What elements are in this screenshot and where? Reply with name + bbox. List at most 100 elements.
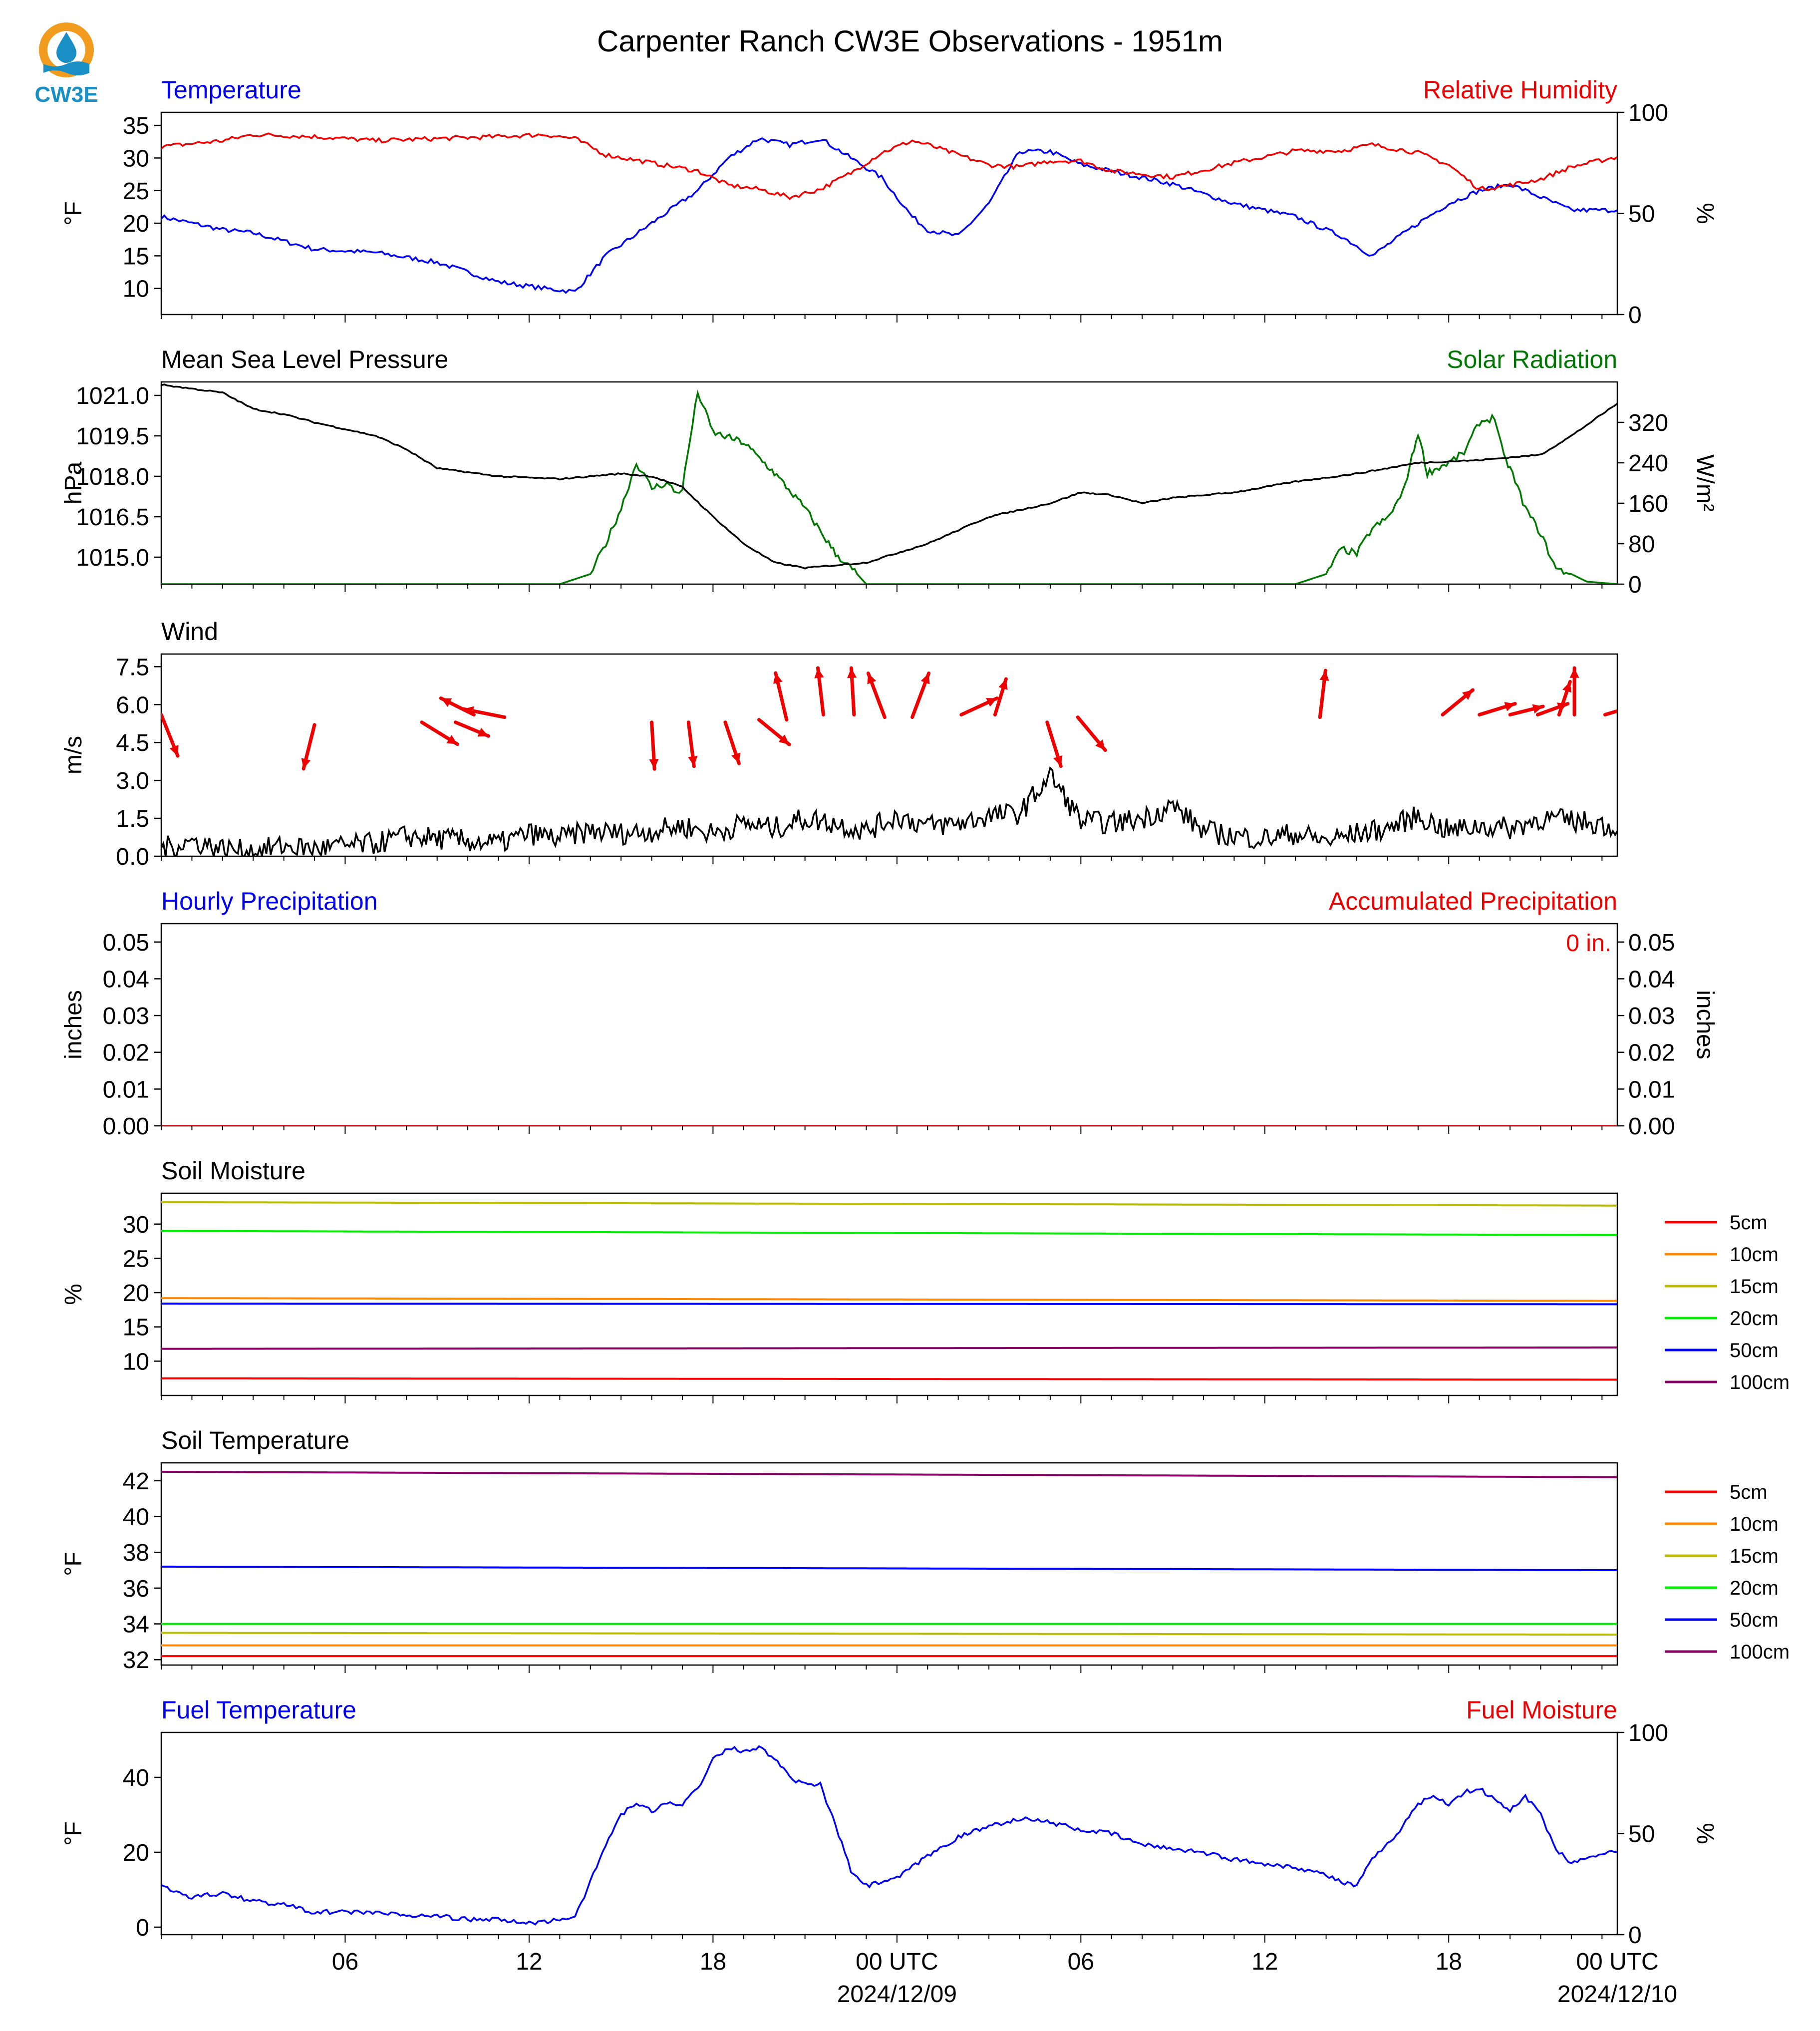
soil_temperature-50cm-series	[161, 1565, 1617, 1571]
precip-ytick-right-label: 0.01	[1628, 1076, 1675, 1103]
precip-ytick-right-label: 0.02	[1628, 1040, 1675, 1066]
wind-frame	[160, 653, 1618, 857]
fuel-ytick-right-label: 100	[1628, 1720, 1668, 1746]
wind-arrow	[993, 677, 1008, 716]
temp_rh-ytick-label: 35	[123, 113, 149, 139]
soil_moisture-15cm-series	[161, 1201, 1617, 1207]
legend-item: 10cm	[1665, 1513, 1779, 1535]
fuel-title-right: Fuel Moisture	[1466, 1696, 1617, 1724]
figure-title: Carpenter Ranch CW3E Observations - 1951…	[597, 24, 1223, 58]
temp_rh-ytick-right-label: 100	[1628, 100, 1668, 126]
x-tick-label: 12	[516, 1949, 542, 1975]
legend-label: 50cm	[1730, 1340, 1779, 1361]
precip-panel: Hourly Precipitation Accumulated Precipit…	[60, 887, 1718, 1140]
pressure_solar-ytick-right-label: 240	[1628, 450, 1668, 477]
wind-ylabel: m/s	[60, 736, 87, 774]
legend-item: 5cm	[1665, 1481, 1768, 1503]
temp_rh-frame	[160, 111, 1618, 316]
wind-title-left: Wind	[161, 618, 218, 646]
soil_temperature-ylabel: °F	[60, 1552, 87, 1576]
wind-arrow	[1603, 709, 1617, 716]
fuel-temperature-series	[161, 1745, 1617, 1926]
x-tick-label: 00 UTC	[856, 1949, 938, 1975]
soil_temperature-ytick-label: 32	[123, 1647, 149, 1674]
fuel-ylabel: °F	[60, 1821, 87, 1846]
temp_rh-ytick-label: 20	[123, 211, 149, 237]
soil_moisture-5cm-series	[161, 1377, 1617, 1381]
precip-ylabel: inches	[60, 990, 87, 1059]
temp_rh-ytick-right-label: 50	[1628, 201, 1655, 228]
precip-title-left: Hourly Precipitation	[161, 887, 378, 915]
soil_moisture-ytick-label: 30	[123, 1212, 149, 1238]
legend-item: 50cm	[1665, 1340, 1779, 1361]
soil_moisture-title-left: Soil Moisture	[161, 1157, 305, 1185]
precip-ylabel-right: inches	[1692, 990, 1718, 1059]
precip-ytick-right-label: 0.05	[1628, 930, 1675, 956]
time-axis: 06 12 18 00 UTC 06 12 18 00 UTC 2024/12/09 2024/1…	[332, 1949, 1677, 2008]
accumulated-precip-annotation: 0 in.	[1566, 930, 1611, 957]
logo-wave-icon	[43, 61, 89, 75]
pressure_solar-ytick-label: 1018.0	[76, 464, 149, 490]
wind-arrow	[686, 720, 698, 768]
wind-arrows	[161, 666, 1617, 771]
soil_moisture-20cm-series	[161, 1230, 1617, 1236]
pressure_solar-ylabel: hPa	[60, 461, 87, 504]
legend-label: 5cm	[1730, 1212, 1768, 1234]
soil_temperature-title-left: Soil Temperature	[161, 1426, 349, 1454]
x-tick-label: 18	[700, 1949, 726, 1975]
soil_moisture-ytick-label: 25	[123, 1246, 149, 1272]
legend-label: 20cm	[1730, 1308, 1779, 1330]
temp_rh-title-left: Temperature	[161, 76, 302, 104]
pressure_solar-frame	[160, 381, 1618, 585]
x-tick-label: 00 UTC	[1576, 1949, 1658, 1975]
x-tick-label: 06	[1068, 1949, 1094, 1975]
wind-arrow	[757, 718, 791, 746]
wind-arrow	[461, 706, 507, 719]
precip-ytick-right-label: 0.03	[1628, 1003, 1675, 1029]
soil_temperature-ytick-label: 42	[123, 1468, 149, 1495]
wind-arrow	[454, 720, 491, 738]
wind-arrow	[814, 666, 825, 716]
pressure_solar-ytick-right-label: 320	[1628, 410, 1668, 436]
legend-label: 10cm	[1730, 1513, 1779, 1535]
temp_rh-ylabel-right: %	[1692, 203, 1718, 224]
fuel-ylabel-right: %	[1692, 1823, 1718, 1844]
temp_rh-ytick-label: 10	[123, 276, 149, 303]
pressure_solar-ylabel-right: W/m²	[1692, 454, 1718, 512]
soil_moisture-10cm-series	[161, 1297, 1617, 1302]
wind-arrow	[723, 720, 741, 765]
fuel-ytick-label: 40	[123, 1765, 149, 1791]
logo-drop-icon	[56, 32, 76, 63]
soil_moisture-100cm-series	[161, 1346, 1617, 1350]
precip-frame	[160, 923, 1618, 1127]
solar-radiation-series	[161, 389, 1617, 584]
temp_rh-panel: Temperature Relative Humidity 10 15 20 25 30 35…	[60, 76, 1718, 329]
temperature-series	[161, 137, 1617, 294]
legend-label: 15cm	[1730, 1276, 1779, 1298]
wind-arrow	[910, 672, 931, 719]
pressure_solar-ytick-right-label: 0	[1628, 572, 1642, 598]
precip-ytick-label: 0.04	[103, 966, 149, 993]
x-tick-label: 06	[332, 1949, 358, 1975]
legend-label: 100cm	[1730, 1641, 1790, 1663]
mean-sea-level-pressure-series	[161, 383, 1617, 570]
soil_temperature-legend: 5cm 10cm 15cm 20cm 50cm 100cm	[1665, 1481, 1790, 1663]
wind-arrow	[161, 713, 180, 758]
wind-arrow	[866, 672, 887, 719]
fuel-ytick-label: 0	[136, 1915, 149, 1941]
date-label: 2024/12/10	[1557, 1981, 1677, 2008]
precip-ytick-label: 0.03	[103, 1003, 149, 1029]
soil_temperature-ytick-label: 38	[123, 1540, 149, 1566]
wind-arrow	[1569, 666, 1579, 716]
soil_temperature-ytick-label: 36	[123, 1576, 149, 1602]
legend-item: 15cm	[1665, 1276, 1779, 1298]
wind-ytick-label: 0.0	[116, 844, 149, 870]
soil_temperature-ytick-label: 40	[123, 1504, 149, 1531]
wind-ytick-label: 3.0	[116, 768, 149, 794]
legend-item: 5cm	[1665, 1212, 1768, 1234]
legend-item: 100cm	[1665, 1371, 1790, 1393]
legend-item: 15cm	[1665, 1545, 1779, 1567]
precip-title-right: Accumulated Precipitation	[1329, 887, 1617, 915]
wind-arrow	[1045, 720, 1063, 768]
soil_moisture-legend: 5cm 10cm 15cm 20cm 50cm 100cm	[1665, 1212, 1790, 1393]
